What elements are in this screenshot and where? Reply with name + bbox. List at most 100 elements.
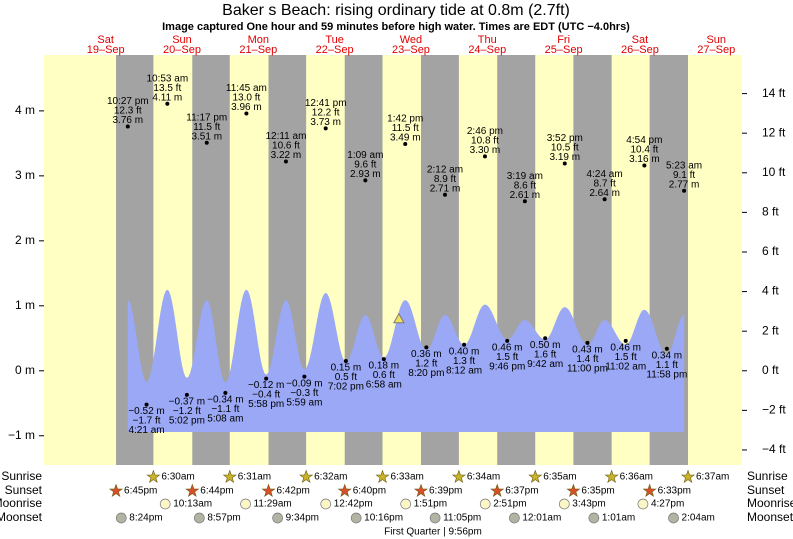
sunset-icon bbox=[642, 483, 657, 497]
tide-label: 5:58 pm bbox=[248, 399, 284, 410]
moon-phase: First Quarter | 9:56pm bbox=[384, 527, 482, 538]
tide-point bbox=[664, 346, 669, 351]
day-name: Wed bbox=[400, 34, 422, 46]
tide-point bbox=[184, 392, 189, 397]
tide-label: −0.3 ft bbox=[290, 388, 318, 399]
moonset-icon bbox=[115, 512, 127, 524]
tide-label: 3.22 m bbox=[271, 150, 302, 161]
tide-label: 0.46 m bbox=[492, 343, 523, 354]
plot-layer bbox=[44, 55, 742, 465]
moonrise-time: 2:51pm bbox=[493, 499, 526, 510]
tide-label: 10.8 ft bbox=[471, 136, 499, 147]
tide-label: 10.4 ft bbox=[630, 145, 658, 156]
moonset-time: 1:01am bbox=[602, 513, 635, 524]
tide-label: 13.5 ft bbox=[153, 83, 181, 94]
sunrise-time: 6:37am bbox=[696, 472, 729, 483]
y2-tick-label: 8 ft bbox=[762, 205, 779, 219]
sunset-time: 6:42pm bbox=[277, 486, 310, 497]
moonset-icon bbox=[668, 512, 679, 524]
tide-label: 5:02 pm bbox=[169, 415, 205, 426]
moonrise-icon bbox=[479, 498, 491, 510]
tide-label: 9.6 ft bbox=[354, 160, 376, 171]
tide-label: 9:42 am bbox=[527, 359, 563, 370]
tide-point bbox=[323, 126, 328, 131]
moonset-icon bbox=[429, 512, 441, 524]
y2-tick-label: −4 ft bbox=[762, 442, 786, 456]
tide-label: 5:23 am bbox=[666, 160, 702, 171]
tide-label: 3.51 m bbox=[191, 131, 222, 142]
chart-title: Baker s Beach: rising ordinary tide at 0… bbox=[222, 2, 570, 19]
tide-point bbox=[562, 161, 567, 166]
tide-point bbox=[462, 342, 467, 347]
moonset-time: 8:24pm bbox=[129, 513, 162, 524]
moonrise-icon bbox=[320, 498, 332, 510]
tide-curve bbox=[127, 289, 685, 432]
tide-label: 7:02 pm bbox=[328, 382, 364, 393]
sunrise-time: 6:36am bbox=[620, 472, 653, 483]
tide-label: 0.18 m bbox=[369, 361, 400, 372]
day-name: Fri bbox=[557, 34, 570, 46]
tide-point bbox=[585, 340, 590, 345]
tide-label: 10.5 ft bbox=[551, 143, 579, 154]
tide-label: 3:19 am bbox=[507, 171, 543, 182]
tide-label: 4.11 m bbox=[152, 92, 182, 103]
row-label: Moonrise bbox=[747, 496, 793, 510]
day-date: 21–Sep bbox=[239, 44, 277, 56]
moonrise-time: 4:27pm bbox=[651, 499, 684, 510]
moonrise-icon bbox=[159, 498, 171, 510]
sunset-icon bbox=[566, 483, 581, 497]
tide-point bbox=[505, 338, 510, 343]
tide-point bbox=[602, 197, 607, 202]
tide-point bbox=[682, 188, 687, 193]
tide-label: 4:54 pm bbox=[626, 135, 662, 146]
moonset-time: 10:16pm bbox=[364, 513, 403, 524]
sunset-time: 6:37pm bbox=[505, 486, 538, 497]
moonset-icon bbox=[350, 512, 362, 524]
y2-tick-label: 2 ft bbox=[762, 323, 779, 337]
tide-label: −0.37 m bbox=[169, 396, 205, 407]
moonset-time: 8:57pm bbox=[207, 513, 240, 524]
tide-point bbox=[264, 376, 269, 381]
day-date: 25–Sep bbox=[545, 44, 583, 56]
tide-label: 8.6 ft bbox=[514, 180, 536, 191]
row-label: Moonset bbox=[747, 510, 793, 524]
moonset-time: 2:04am bbox=[682, 513, 715, 524]
sunrise-icon bbox=[451, 469, 466, 483]
y-tick-label: 4 m bbox=[15, 103, 35, 117]
tide-label: 12.3 ft bbox=[114, 106, 142, 117]
y-tick-label: 1 m bbox=[15, 298, 35, 312]
tide-point bbox=[204, 140, 209, 145]
sunset-icon bbox=[413, 483, 429, 497]
moonset-icon bbox=[588, 512, 600, 524]
tide-point bbox=[403, 142, 408, 147]
y-tick-label: 0 m bbox=[15, 363, 35, 377]
moonrise-time: 11:29am bbox=[254, 499, 292, 510]
tide-label: 11:58 pm bbox=[646, 369, 687, 380]
tide-label: 8:20 pm bbox=[408, 368, 444, 379]
tide-label: 3.30 m bbox=[470, 145, 501, 156]
tide-label: 4:24 am bbox=[587, 169, 623, 180]
tide-label: −0.52 m bbox=[128, 406, 164, 417]
moonset-time: 12:01am bbox=[522, 513, 561, 524]
tide-point bbox=[302, 374, 307, 379]
tide-label: 4:21 am bbox=[128, 425, 164, 436]
row-label: Moonrise bbox=[0, 496, 42, 510]
moonset-icon bbox=[193, 512, 205, 524]
sunset-icon bbox=[185, 483, 200, 497]
y2-tick-label: 4 ft bbox=[762, 284, 779, 298]
tide-point bbox=[363, 178, 368, 183]
sunrise-icon bbox=[146, 469, 161, 483]
moonset-time: 11:05pm bbox=[443, 513, 481, 524]
tide-label: 1.5 ft bbox=[615, 352, 637, 363]
tide-point bbox=[522, 199, 527, 204]
y-tick-label: 3 m bbox=[15, 168, 35, 182]
sunrise-icon bbox=[604, 469, 619, 483]
tide-label: 12.2 ft bbox=[312, 108, 340, 119]
tide-label: 5:59 am bbox=[286, 397, 322, 408]
tide-point bbox=[223, 390, 228, 395]
moonrise-icon bbox=[240, 498, 251, 510]
moonrise-time: 3:43pm bbox=[572, 499, 605, 510]
chart-subtitle: Image captured One hour and 59 minutes b… bbox=[162, 21, 630, 33]
sunrise-time: 6:31am bbox=[238, 472, 271, 483]
